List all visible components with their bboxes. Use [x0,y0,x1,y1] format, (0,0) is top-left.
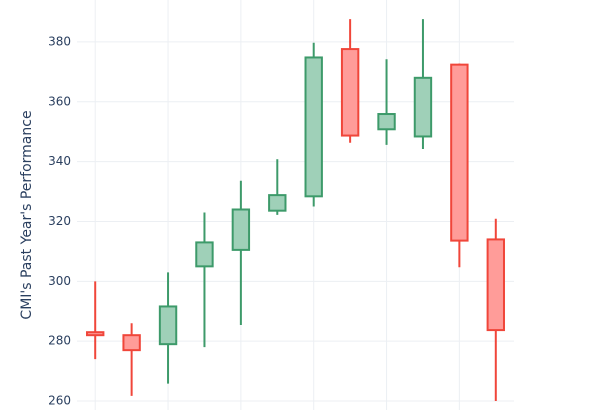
candle-body [340,48,360,137]
y-tick-label: 300 [48,274,71,288]
y-tick-label: 340 [48,154,71,168]
candle-body [304,56,323,198]
candle-body [122,334,141,352]
y-axis-title: CMI's Past Year's Performance [19,110,35,319]
y-tick-label: 260 [48,394,71,408]
y-tick-label: 360 [48,94,71,108]
candle-body [158,305,178,346]
y-tick-label: 320 [48,214,71,228]
y-tick-label: 280 [48,334,71,348]
y-tick-label: 380 [48,34,71,48]
candle-body [86,331,105,337]
candle-body [195,241,214,268]
candle-body [268,194,287,212]
candle-body [377,113,396,131]
candle-body [450,63,469,242]
candle-body [486,238,505,332]
candle-body [413,76,433,138]
candle-body [231,208,251,251]
